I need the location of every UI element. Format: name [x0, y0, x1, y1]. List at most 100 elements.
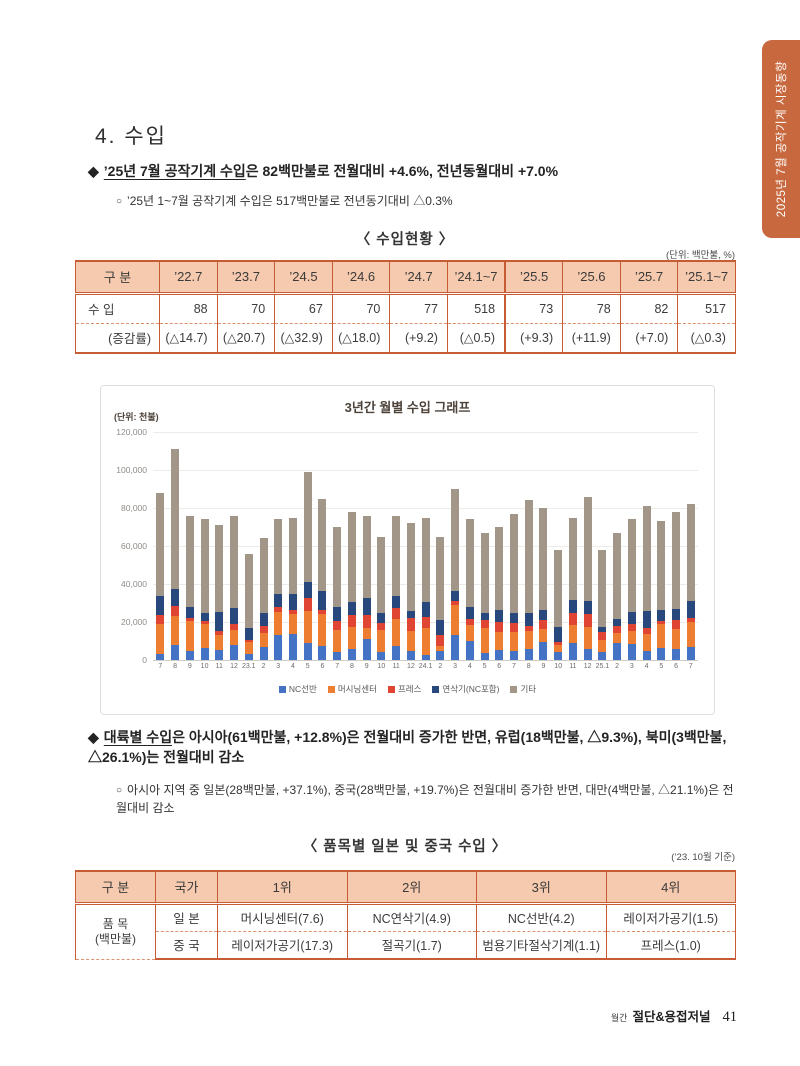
stacked-bar [377, 536, 386, 660]
stacked-bar [451, 489, 460, 660]
bar-segment-3 [318, 609, 327, 615]
bullet1-text: 은 82백만불로 전월대비 +4.6%, 전년동월대비 +7.0% [245, 163, 559, 179]
column-header: ’24.6 [331, 260, 391, 295]
diamond-bullet-icon: ◆ [88, 163, 99, 179]
column-header: ’24.1~7 [446, 260, 506, 295]
bar-slot [639, 432, 654, 660]
bar-slot [610, 432, 625, 660]
side-tab: 2025년 7월 공작기계 시장동향 [762, 40, 800, 238]
stacked-bar [568, 517, 577, 660]
bullet2-text: 은 아시아(61백만불, +12.8%)은 전월대비 증가한 반면, 유럽(18… [88, 729, 727, 766]
bar-segment-1 [539, 641, 548, 660]
table-cell: (△20.7) [216, 323, 276, 354]
legend-label: 머시닝센터 [337, 684, 377, 694]
x-axis-tick-label: 6 [497, 663, 502, 670]
bar-slot [551, 432, 566, 660]
bar-segment-2 [377, 629, 386, 653]
bar-segment-4 [436, 620, 445, 636]
x-axis-tick-label: 2 [261, 663, 266, 670]
column-header: ’25.1~7 [677, 260, 736, 295]
bar-segment-3 [465, 619, 474, 625]
bar-segment-5 [524, 500, 533, 614]
bar-slot [566, 432, 581, 660]
y-axis-tick-label: 120,000 [116, 427, 147, 437]
bar-segment-1 [598, 652, 607, 660]
bar-segment-4 [347, 602, 356, 616]
bar-slot [153, 432, 168, 660]
bar-segment-2 [362, 627, 371, 640]
row-label: 수 입 [75, 293, 160, 324]
chart-legend: NC선반 머시닝센터 프레스 연삭기(NC포함) 기타 [101, 683, 714, 695]
bar-segment-5 [200, 519, 209, 613]
x-axis-tick-label: 5 [482, 663, 487, 670]
table-cell: 77 [389, 293, 448, 324]
bar-segment-3 [568, 612, 577, 625]
x-axis-tick-label: 7 [158, 663, 163, 670]
bar-segment-3 [200, 621, 209, 624]
bullet1-underlined-text: ’25년 7월 공작기계 수입 [103, 163, 246, 179]
stacked-bar [554, 549, 563, 660]
stacked-bar [200, 519, 209, 660]
bar-slot [683, 432, 698, 660]
bar-segment-1 [259, 646, 268, 660]
side-tab-label: 2025년 7월 공작기계 시장동향 [776, 60, 788, 218]
bullet2-underlined-text: 대륙별 수입 [103, 729, 173, 745]
gridline [153, 432, 698, 433]
stacked-bar [524, 500, 533, 660]
bar-segment-5 [156, 492, 165, 597]
bullet-import-summary: ◆ ’25년 7월 공작기계 수입은 82백만불로 전월대비 +4.6%, 전년동… [88, 161, 733, 181]
x-axis-tick-label: 10 [377, 663, 386, 670]
bar-segment-4 [627, 611, 636, 624]
x-axis-tick-label: 12 [406, 663, 415, 670]
bar-segment-4 [318, 590, 327, 610]
stacked-bar [642, 506, 651, 660]
page-footer: 월간 절단&용접저널 41 [611, 1006, 737, 1026]
table-header-row: 구 분 ’22.7’23.7’24.5’24.6’24.7’24.1~7’25.5… [75, 260, 736, 295]
bar-segment-4 [215, 611, 224, 631]
table-cell: (+9.2) [389, 323, 448, 354]
bar-segment-1 [406, 651, 415, 660]
subbullet-import-ytd: ○ ’25년 1~7월 공작기계 수입은 517백만불로 전년동기대비 △0.3% [116, 192, 716, 210]
stacked-bar [215, 525, 224, 660]
bar-segment-5 [436, 536, 445, 621]
country-cell: 중 국 [155, 931, 218, 960]
bar-segment-4 [480, 612, 489, 621]
item-table-title: 〈 품목별 일본 및 중국 수입 〉 [302, 839, 508, 855]
x-axis-tick-label: 2 [438, 663, 443, 670]
bar-segment-5 [215, 525, 224, 612]
bar-segment-2 [613, 633, 622, 643]
table-cell: (△18.0) [331, 323, 391, 354]
table-cell: (△14.7) [159, 323, 218, 354]
bar-segment-4 [657, 609, 666, 622]
x-axis-tick-label: 2 [615, 663, 620, 670]
table-row: 중 국 레이저가공기(17.3) 절곡기(1.7) 범용기타절삭기계(1.1) 프레스(… [76, 931, 736, 960]
circle-bullet-icon: ○ [116, 196, 123, 207]
bar-segment-3 [377, 622, 386, 630]
bar-segment-5 [657, 521, 666, 610]
x-axis-tick-label: 23.1 [241, 663, 256, 670]
table-cell: (△32.9) [274, 323, 333, 354]
legend-label: NC선반 [288, 684, 317, 694]
bar-segment-3 [274, 606, 283, 612]
x-axis-tick-label: 8 [173, 663, 178, 670]
row-label: (증감률) [75, 323, 160, 354]
bar-segment-1 [672, 648, 681, 660]
stacked-bar [318, 498, 327, 660]
bar-slot [669, 432, 684, 660]
column-header: 2위 [346, 870, 477, 905]
x-axis-tick-label: 11 [392, 663, 400, 670]
bar-segment-5 [259, 538, 268, 613]
legend-label: 프레스 [397, 684, 422, 694]
bar-segment-4 [495, 609, 504, 623]
table-cell: 78 [562, 293, 621, 324]
bar-segment-5 [362, 515, 371, 599]
bar-segment-3 [672, 620, 681, 629]
bar-segment-2 [524, 630, 533, 649]
bar-segment-2 [451, 604, 460, 636]
bar-segment-4 [642, 610, 651, 628]
bar-segment-3 [480, 620, 489, 628]
stacked-bar [495, 527, 504, 660]
stacked-bar [362, 515, 371, 660]
bar-segment-1 [524, 648, 533, 660]
bar-slot [241, 432, 256, 660]
